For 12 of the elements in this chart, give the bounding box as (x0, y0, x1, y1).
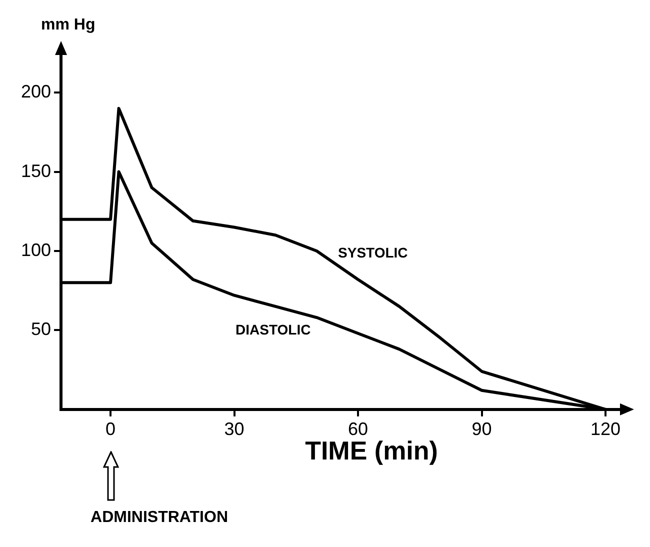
y-tick-label: 150 (20, 160, 52, 181)
y-tick-label: 100 (20, 240, 52, 260)
text: ADMINISTRATION (90, 508, 228, 526)
y-tick-label: 50 (31, 319, 52, 340)
series-label: SYSTOLIC (338, 244, 408, 260)
x-tick-label: 120 (590, 419, 621, 440)
series-label: DIASTOLIC (236, 321, 311, 338)
y-axis-title: mm Hg (41, 16, 96, 34)
x-tick-label: 30 (224, 419, 244, 440)
x-tick-label: 0 (106, 419, 116, 440)
x-tick-label: 90 (472, 419, 492, 440)
y-tick-label: 200 (20, 82, 52, 102)
